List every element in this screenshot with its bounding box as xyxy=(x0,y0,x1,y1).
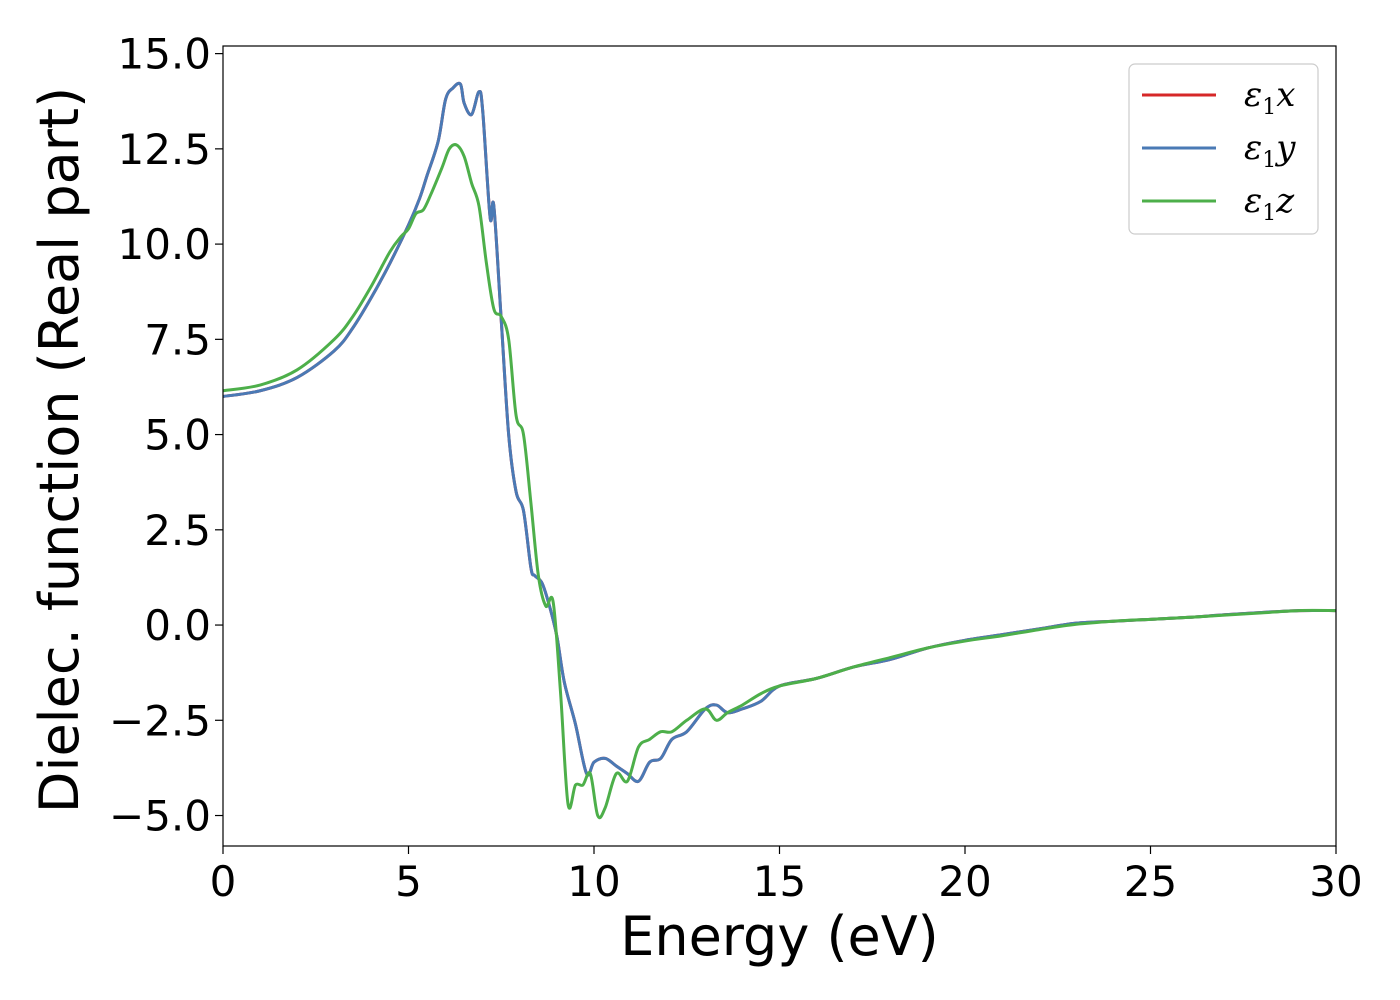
x-tick-label: 15 xyxy=(753,857,806,906)
y-tick-label: 5.0 xyxy=(144,411,211,460)
x-tick-label: 0 xyxy=(210,857,237,906)
y-tick-label: −5.0 xyxy=(109,792,211,841)
y-tick-label: 12.5 xyxy=(117,125,211,174)
y-axis-label: Dielec. function (Real part) xyxy=(28,87,91,813)
y-tick-label: 10.0 xyxy=(117,220,211,269)
series-layer xyxy=(222,81,1337,820)
ticks-layer: 0 5 10 15 20 25 30 −5.0 −2.5 0.0 2.5 5.0 7.5 10.0 12.5… xyxy=(109,30,1363,906)
legend: ε1x ε1y ε1z xyxy=(1128,63,1319,235)
series-line-z xyxy=(222,143,1337,820)
x-tick-label: 5 xyxy=(395,857,422,906)
x-tick-label: 20 xyxy=(938,857,991,906)
y-tick-label: 7.5 xyxy=(144,315,211,364)
y-tick-label: −2.5 xyxy=(109,696,211,745)
legend-label-x: ε1x xyxy=(1244,75,1295,120)
x-tick-label: 10 xyxy=(567,857,620,906)
legend-label-z: ε1z xyxy=(1244,181,1295,226)
y-tick-label: 15.0 xyxy=(117,30,211,79)
legend-label-y: ε1y xyxy=(1244,128,1296,173)
y-tick-label: 0.0 xyxy=(144,601,211,650)
y-tick-label: 2.5 xyxy=(144,506,211,555)
legend-box xyxy=(1128,63,1319,235)
x-tick-label: 30 xyxy=(1309,857,1362,906)
x-axis-label: Energy (eV) xyxy=(620,905,939,968)
x-tick-label: 25 xyxy=(1124,857,1177,906)
